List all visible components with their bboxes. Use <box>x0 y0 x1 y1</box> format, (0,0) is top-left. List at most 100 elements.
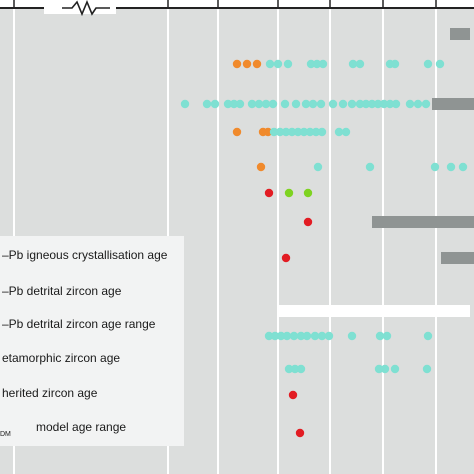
data-point-row9-2 <box>276 331 286 341</box>
data-point-row9-4 <box>289 331 299 341</box>
data-point-row2-4 <box>229 99 239 109</box>
data-point-row1-3 <box>265 59 275 69</box>
range-bar-row6-0 <box>372 216 474 228</box>
data-point-row3-4 <box>275 127 285 137</box>
data-point-row3-5 <box>281 127 291 137</box>
data-point-row2-27 <box>421 99 431 109</box>
legend-label-2: –Pb detrital zircon age range <box>2 317 156 331</box>
data-layer <box>180 28 474 438</box>
data-point-row1-5 <box>283 59 293 69</box>
data-point-row2-17 <box>347 99 357 109</box>
data-point-row4-5 <box>458 162 468 172</box>
axis-break-symbol <box>62 0 110 17</box>
legend-label-5: model age range <box>36 420 126 434</box>
data-point-row10-4 <box>380 364 390 374</box>
data-point-row2-10 <box>280 99 290 109</box>
data-point-row3-3 <box>269 127 279 137</box>
data-point-row10-5 <box>390 364 400 374</box>
data-point-row1-7 <box>312 59 322 69</box>
data-point-row3-10 <box>311 127 321 137</box>
data-point-row2-11 <box>291 99 301 109</box>
data-point-row2-15 <box>328 99 338 109</box>
data-point-row2-13 <box>308 99 318 109</box>
data-point-row4-4 <box>446 162 456 172</box>
data-point-row6-0 <box>303 217 313 227</box>
data-point-row2-26 <box>413 99 423 109</box>
data-point-row2-6 <box>247 99 257 109</box>
data-point-row10-2 <box>296 364 306 374</box>
data-point-row2-21 <box>373 99 383 109</box>
data-point-row3-2 <box>263 127 273 137</box>
data-point-row4-2 <box>365 162 375 172</box>
data-point-row4-0 <box>256 162 266 172</box>
data-point-row9-6 <box>302 331 312 341</box>
legend-label-0: –Pb igneous crystallisation age <box>2 248 168 262</box>
data-point-row2-25 <box>405 99 415 109</box>
data-point-row2-18 <box>355 99 365 109</box>
data-point-row2-12 <box>301 99 311 109</box>
data-point-row3-6 <box>287 127 297 137</box>
data-point-row3-7 <box>293 127 303 137</box>
data-point-row1-10 <box>355 59 365 69</box>
data-point-row2-8 <box>261 99 271 109</box>
legend: –Pb igneous crystallisation age –Pb detri… <box>0 236 184 446</box>
data-point-row10-6 <box>422 364 432 374</box>
data-point-row2-16 <box>338 99 348 109</box>
data-point-row2-19 <box>361 99 371 109</box>
range-bar-row8-0 <box>278 305 470 317</box>
legend-box <box>0 236 184 446</box>
data-point-row9-3 <box>282 331 292 341</box>
data-point-row1-1 <box>242 59 252 69</box>
data-point-row10-0 <box>284 364 294 374</box>
data-point-row2-0 <box>180 99 190 109</box>
data-point-row9-8 <box>317 331 327 341</box>
data-point-row9-0 <box>264 331 274 341</box>
data-point-row2-9 <box>268 99 278 109</box>
top-axis <box>0 0 474 17</box>
data-point-row5-2 <box>303 188 313 198</box>
data-point-row10-1 <box>290 364 300 374</box>
data-point-row12-0 <box>295 428 305 438</box>
data-point-row1-4 <box>273 59 283 69</box>
data-point-row4-3 <box>430 162 440 172</box>
data-point-row9-13 <box>423 331 433 341</box>
data-point-row11-0 <box>288 390 298 400</box>
data-point-row2-23 <box>385 99 395 109</box>
data-point-row1-2 <box>252 59 262 69</box>
data-point-row2-3 <box>223 99 233 109</box>
data-point-row1-8 <box>318 59 328 69</box>
data-point-row4-1 <box>313 162 323 172</box>
data-point-row1-9 <box>348 59 358 69</box>
data-point-row5-1 <box>284 188 294 198</box>
legend-label-1: –Pb detrital zircon age <box>2 284 122 298</box>
data-point-row3-9 <box>305 127 315 137</box>
data-point-row3-0 <box>232 127 242 137</box>
data-point-row2-2 <box>210 99 220 109</box>
range-bar-row7-0 <box>441 252 474 264</box>
data-point-row2-5 <box>235 99 245 109</box>
data-point-row2-14 <box>316 99 326 109</box>
data-point-row7-0 <box>281 253 291 263</box>
data-point-row2-7 <box>254 99 264 109</box>
data-point-row9-11 <box>375 331 385 341</box>
data-point-row9-5 <box>296 331 306 341</box>
data-point-row2-22 <box>379 99 389 109</box>
data-point-row1-12 <box>390 59 400 69</box>
data-point-row1-6 <box>306 59 316 69</box>
data-point-row10-3 <box>374 364 384 374</box>
data-point-row3-11 <box>317 127 327 137</box>
data-point-row9-10 <box>347 331 357 341</box>
data-point-row9-1 <box>270 331 280 341</box>
data-point-row1-13 <box>423 59 433 69</box>
data-point-row1-0 <box>232 59 242 69</box>
data-point-row5-0 <box>264 188 274 198</box>
data-point-row9-7 <box>310 331 320 341</box>
legend-prefix-5: DM <box>0 431 11 438</box>
data-point-row2-20 <box>367 99 377 109</box>
data-point-row2-1 <box>202 99 212 109</box>
data-point-row1-14 <box>435 59 445 69</box>
range-bar-row2-0 <box>432 98 474 110</box>
range-bar-row0-0 <box>450 28 470 40</box>
